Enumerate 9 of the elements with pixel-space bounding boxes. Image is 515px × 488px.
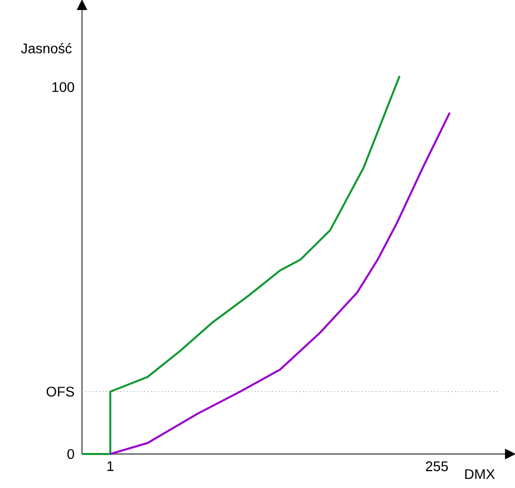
x-axis-title: DMX	[465, 469, 495, 479]
y-tick-label: OFS	[46, 386, 74, 397]
y-axis-title: Jasność	[21, 42, 72, 54]
x-tick-label: 1	[107, 461, 114, 471]
line-series	[109, 112, 451, 455]
line-series	[81, 75, 401, 455]
x-tick-label: 255	[426, 461, 448, 472]
y-tick-label: 0	[67, 449, 74, 459]
y-tick-label: 100	[52, 82, 74, 92]
